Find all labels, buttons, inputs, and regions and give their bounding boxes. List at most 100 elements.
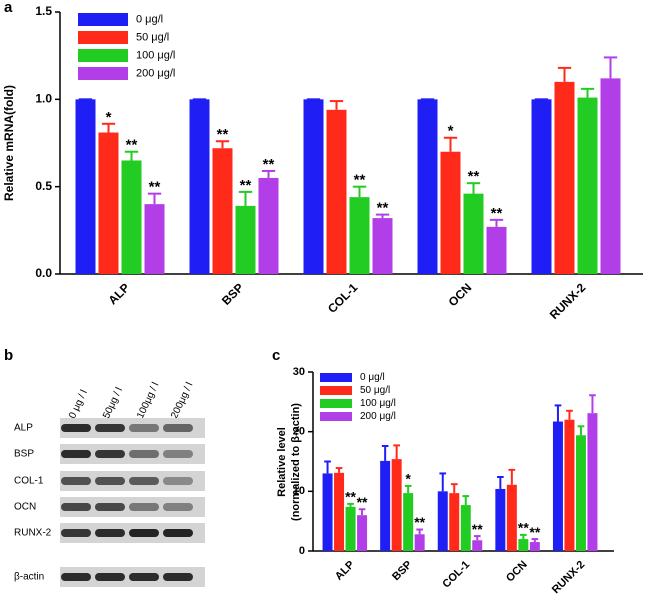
error-bar <box>439 472 447 492</box>
blot-band <box>163 424 193 432</box>
blot-band <box>95 573 125 581</box>
error-bar <box>462 495 470 506</box>
bar <box>564 419 575 551</box>
error-bar <box>497 476 504 489</box>
error-bar <box>603 56 618 79</box>
error-bar <box>329 100 344 110</box>
blot-band <box>61 529 91 537</box>
legend-swatch <box>320 373 352 382</box>
blot-column-label: 200μg / l <box>169 381 195 421</box>
blot-band <box>61 503 91 511</box>
x-tick-label: OCN <box>504 559 530 585</box>
significance: ** <box>149 179 161 196</box>
blot-band <box>163 477 193 485</box>
x-tick-label: COL-1 <box>325 280 361 316</box>
bar <box>403 493 414 551</box>
bar <box>554 81 575 274</box>
error-bar <box>404 484 412 494</box>
bar <box>449 493 460 551</box>
bar <box>349 197 370 274</box>
significance: ** <box>472 521 483 537</box>
x-tick-label: ALP <box>333 559 357 583</box>
y-tick-label: 1.5 <box>35 4 52 18</box>
y-tick-label: 1.0 <box>35 92 52 106</box>
error-bar <box>557 66 572 82</box>
bar <box>345 506 356 551</box>
error-bar <box>393 444 400 460</box>
blot-band <box>61 573 91 581</box>
bar <box>75 99 96 274</box>
bar <box>391 459 402 551</box>
significance: ** <box>468 168 480 185</box>
x-tick-label: COL-1 <box>440 559 472 591</box>
y-tick-label: 10 <box>293 485 305 497</box>
blot-band <box>129 450 159 458</box>
bar <box>417 99 438 274</box>
y-axis-label: Relative mRNA(fold) <box>2 85 16 201</box>
bar <box>529 542 540 551</box>
legend-label: 50 μg/l <box>136 31 169 43</box>
error-bar <box>589 394 596 414</box>
legend-label: 0 μg/l <box>360 372 385 383</box>
bar <box>334 472 345 551</box>
bar <box>518 539 529 551</box>
bar <box>372 218 393 274</box>
error-bar <box>335 467 343 473</box>
error-bar <box>508 468 516 485</box>
error-bar <box>554 404 562 422</box>
bar <box>575 435 586 551</box>
bar <box>463 193 484 274</box>
blot-band <box>163 503 193 511</box>
bar <box>189 99 210 274</box>
blot-band <box>163 529 193 537</box>
blot-row-label: BSP <box>14 449 34 460</box>
blot-band <box>129 573 159 581</box>
error-bar <box>124 150 139 161</box>
y-tick-label: 0.0 <box>35 266 52 280</box>
error-bar <box>566 409 573 420</box>
x-tick-label: RUNX-2 <box>547 280 589 322</box>
legend-label: 100 μg/l <box>360 398 396 409</box>
legend-swatch <box>320 412 352 421</box>
significance: * <box>405 471 411 487</box>
blot-band <box>61 424 91 432</box>
x-tick-label: BSP <box>390 559 414 583</box>
error-bar <box>358 508 366 516</box>
blot-band <box>129 503 159 511</box>
bar <box>531 99 552 274</box>
blot-row-label: ALP <box>14 423 33 434</box>
significance: ** <box>357 494 368 510</box>
legend-label: 50 μg/l <box>360 385 390 396</box>
legend-label: 100 μg/l <box>136 49 175 61</box>
bar <box>380 460 391 551</box>
significance: * <box>448 123 454 140</box>
bar <box>506 484 517 551</box>
bar <box>322 473 333 551</box>
blot-band <box>129 477 159 485</box>
x-tick-label: BSP <box>219 280 246 307</box>
y-tick-label: 20 <box>293 426 305 438</box>
blot-column-label: 0 μg / l <box>67 388 90 420</box>
error-bar <box>520 533 527 540</box>
blot-band <box>163 573 193 581</box>
bar <box>357 515 368 551</box>
significance: ** <box>345 489 356 505</box>
bar <box>495 488 506 551</box>
blot-column-label: 100μg / l <box>135 381 161 421</box>
error-bar <box>381 444 389 461</box>
bar <box>326 109 347 275</box>
significance: ** <box>126 137 138 154</box>
legend-swatch <box>78 13 128 26</box>
error-bar <box>375 213 390 219</box>
significance: ** <box>354 172 366 189</box>
blot-band <box>95 503 125 511</box>
bar <box>303 99 324 274</box>
bar <box>587 413 598 551</box>
bar <box>235 205 256 274</box>
legend-swatch <box>320 386 352 395</box>
blot-band <box>95 450 125 458</box>
blot-row-label: OCN <box>14 502 36 513</box>
significance: ** <box>491 205 503 222</box>
y-axis-label: Relative level <box>276 427 288 497</box>
error-bar <box>101 122 116 133</box>
